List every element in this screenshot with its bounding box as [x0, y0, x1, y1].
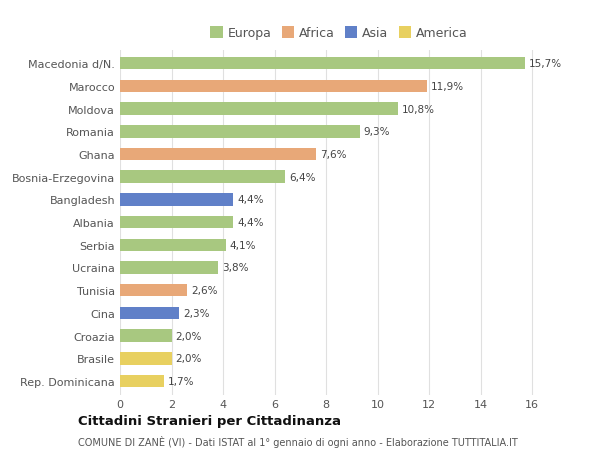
Text: 4,1%: 4,1%	[229, 240, 256, 250]
Bar	[120, 330, 172, 342]
Bar	[120, 194, 233, 206]
Bar	[120, 126, 359, 138]
Bar	[120, 80, 427, 93]
Bar	[120, 216, 233, 229]
Bar	[120, 103, 398, 116]
Text: 6,4%: 6,4%	[289, 172, 315, 182]
Text: 3,8%: 3,8%	[222, 263, 248, 273]
Text: 4,4%: 4,4%	[237, 218, 264, 228]
Bar	[120, 375, 164, 387]
Text: 2,3%: 2,3%	[183, 308, 209, 318]
Bar	[120, 148, 316, 161]
Bar	[120, 284, 187, 297]
Text: 2,0%: 2,0%	[175, 353, 202, 364]
Text: 10,8%: 10,8%	[402, 104, 435, 114]
Text: COMUNE DI ZANÈ (VI) - Dati ISTAT al 1° gennaio di ogni anno - Elaborazione TUTTI: COMUNE DI ZANÈ (VI) - Dati ISTAT al 1° g…	[78, 435, 518, 447]
Bar	[120, 352, 172, 365]
Text: 4,4%: 4,4%	[237, 195, 264, 205]
Text: 11,9%: 11,9%	[430, 82, 464, 92]
Bar	[120, 307, 179, 319]
Text: 2,0%: 2,0%	[175, 331, 202, 341]
Text: 9,3%: 9,3%	[364, 127, 390, 137]
Bar	[120, 171, 285, 184]
Bar	[120, 262, 218, 274]
Bar	[120, 239, 226, 252]
Legend: Europa, Africa, Asia, America: Europa, Africa, Asia, America	[205, 22, 473, 45]
Text: Cittadini Stranieri per Cittadinanza: Cittadini Stranieri per Cittadinanza	[78, 414, 341, 428]
Text: 1,7%: 1,7%	[167, 376, 194, 386]
Bar	[120, 58, 524, 70]
Text: 7,6%: 7,6%	[320, 150, 346, 160]
Text: 15,7%: 15,7%	[529, 59, 562, 69]
Text: 2,6%: 2,6%	[191, 285, 217, 296]
